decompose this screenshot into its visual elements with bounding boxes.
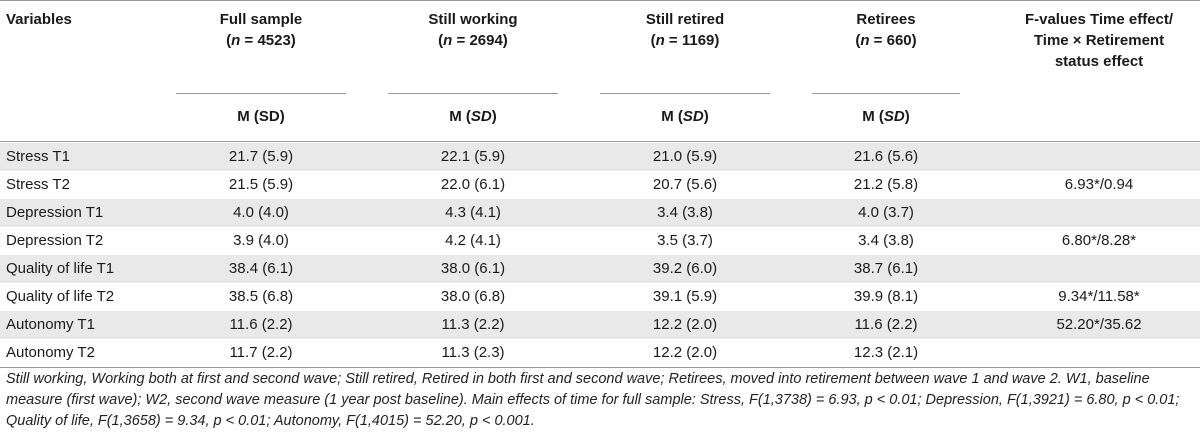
cell-still-working: 4.2 (4.1): [445, 232, 501, 249]
header-full-sample-title: Full sample: [219, 11, 303, 28]
cell-still-retired: 12.2 (2.0): [652, 344, 718, 361]
cell-retirees: 3.4 (3.8): [858, 232, 914, 249]
cell-still-working: 22.1 (5.9): [440, 148, 506, 165]
row-label: Quality of life T1: [6, 260, 115, 277]
header-full-sample-n: (n = 4523): [226, 32, 296, 49]
header-f-values: F-values Time effect/ Time × Retirement …: [1004, 9, 1194, 72]
m-sd-label-still-working: M (SD): [449, 108, 497, 125]
cell-still-retired: 12.2 (2.0): [652, 316, 718, 333]
cell-still-working: 4.3 (4.1): [445, 204, 501, 221]
row-label: Autonomy T1: [6, 316, 95, 333]
cell-f-values: 52.20*/35.62: [1056, 316, 1142, 333]
m-sd-label-retirees: M (SD): [862, 108, 910, 125]
cell-still-working: 11.3 (2.2): [441, 316, 505, 333]
header-retirees: Retirees (n = 660): [812, 9, 960, 51]
cell-f-values: 6.93*/0.94: [1064, 176, 1134, 193]
header-still-retired-title: Still retired: [645, 11, 725, 28]
cell-still-working: 11.3 (2.3): [441, 344, 505, 361]
table-footnote: Still working, Working both at first and…: [6, 371, 1180, 429]
row-label: Stress T2: [6, 176, 70, 193]
header-retirees-n: (n = 660): [855, 32, 917, 49]
header-f-values-line-2: Time × Retirement: [1033, 32, 1165, 49]
table-row: Quality of life T1 38.4 (6.1) 38.0 (6.1)…: [0, 255, 1200, 283]
table-row: Quality of life T2 38.5 (6.8) 38.0 (6.8)…: [0, 283, 1200, 311]
header-retirees-title: Retirees: [856, 11, 916, 28]
cell-still-retired: 21.0 (5.9): [652, 148, 718, 165]
table-row: Autonomy T1 11.6 (2.2) 11.3 (2.2) 12.2 (…: [0, 311, 1200, 339]
cell-still-retired: 39.2 (6.0): [652, 260, 718, 277]
row-label: Autonomy T2: [6, 344, 95, 361]
table-row: Autonomy T2 11.7 (2.2) 11.3 (2.3) 12.2 (…: [0, 339, 1200, 367]
cell-full-sample: 4.0 (4.0): [233, 204, 289, 221]
cell-retirees: 4.0 (3.7): [858, 204, 914, 221]
subrule-full-sample: [176, 93, 346, 94]
header-f-values-line-1: F-values Time effect/: [1024, 11, 1174, 28]
cell-still-working: 22.0 (6.1): [440, 176, 506, 193]
header-still-working-n: (n = 2694): [438, 32, 508, 49]
header-still-retired: Still retired (n = 1169): [600, 9, 770, 51]
cell-retirees: 21.2 (5.8): [853, 176, 919, 193]
cell-full-sample: 21.7 (5.9): [228, 148, 294, 165]
header-full-sample: Full sample (n = 4523): [176, 9, 346, 51]
cell-full-sample: 38.4 (6.1): [228, 260, 294, 277]
table-row: Depression T1 4.0 (4.0) 4.3 (4.1) 3.4 (3…: [0, 199, 1200, 227]
header-variables: Variables: [6, 11, 72, 28]
cell-full-sample: 38.5 (6.8): [228, 288, 294, 305]
cell-still-working: 38.0 (6.1): [440, 260, 506, 277]
subrule-still-retired: [600, 93, 770, 94]
subrule-retirees: [812, 93, 960, 94]
cell-f-values: 9.34*/11.58*: [1058, 288, 1140, 305]
subrule-still-working: [388, 93, 558, 94]
row-label: Depression T1: [6, 204, 104, 221]
cell-retirees: 21.6 (5.6): [853, 148, 919, 165]
header-f-values-line-3: status effect: [1054, 53, 1144, 70]
m-sd-label-full-sample: M (SD): [237, 108, 285, 125]
cell-retirees: 12.3 (2.1): [853, 344, 919, 361]
table-top-rule: [0, 0, 1200, 1]
row-label: Quality of life T2: [6, 288, 115, 305]
cell-retirees: 39.9 (8.1): [853, 288, 919, 305]
cell-f-values: 6.80*/8.28*: [1061, 232, 1137, 249]
header-still-retired-n: (n = 1169): [650, 32, 720, 49]
table-bottom-rule: [0, 367, 1200, 368]
header-still-working-title: Still working: [428, 11, 518, 28]
cell-full-sample: 11.7 (2.2): [229, 344, 293, 361]
row-label: Stress T1: [6, 148, 70, 165]
cell-still-working: 38.0 (6.8): [440, 288, 506, 305]
cell-full-sample: 3.9 (4.0): [233, 232, 289, 249]
cell-still-retired: 20.7 (5.6): [652, 176, 718, 193]
table-row: Stress T2 21.5 (5.9) 22.0 (6.1) 20.7 (5.…: [0, 171, 1200, 199]
m-sd-label-still-retired: M (SD): [661, 108, 709, 125]
cell-full-sample: 21.5 (5.9): [228, 176, 294, 193]
cell-retirees: 38.7 (6.1): [853, 260, 919, 277]
cell-still-retired: 3.5 (3.7): [657, 232, 713, 249]
table-row: Stress T1 21.7 (5.9) 22.1 (5.9) 21.0 (5.…: [0, 143, 1200, 171]
table-row: Depression T2 3.9 (4.0) 4.2 (4.1) 3.5 (3…: [0, 227, 1200, 255]
cell-full-sample: 11.6 (2.2): [229, 316, 293, 333]
header-bottom-rule: [0, 141, 1200, 142]
header-still-working: Still working (n = 2694): [388, 9, 558, 51]
row-label: Depression T2: [6, 232, 104, 249]
cell-still-retired: 39.1 (5.9): [652, 288, 718, 305]
cell-retirees: 11.6 (2.2): [854, 316, 918, 333]
cell-still-retired: 3.4 (3.8): [657, 204, 713, 221]
